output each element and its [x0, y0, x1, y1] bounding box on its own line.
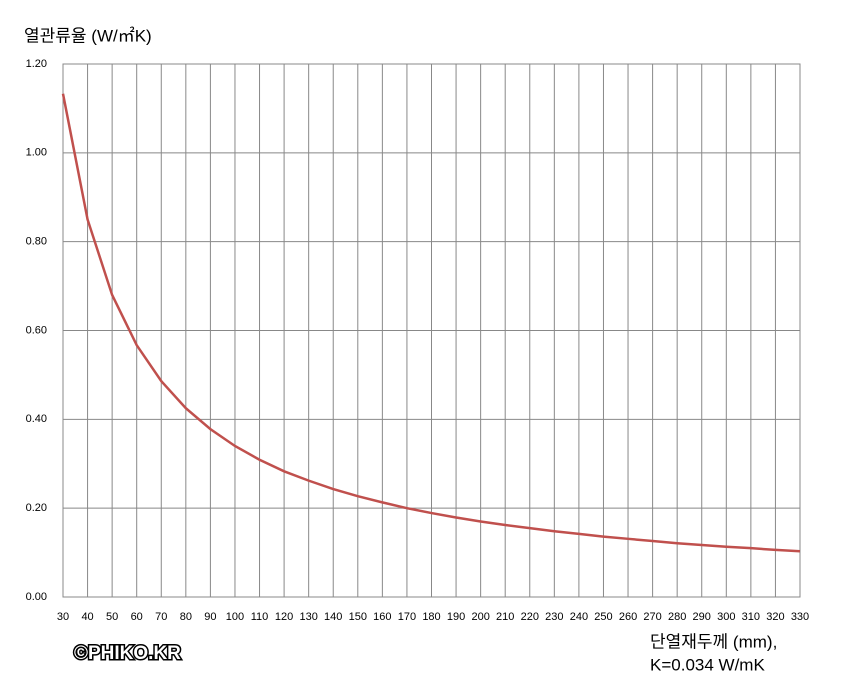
- x-tick-label: 80: [180, 611, 192, 623]
- x-tick-label: 90: [204, 611, 216, 623]
- y-tick-label: 0.40: [26, 413, 47, 425]
- x-tick-label: 100: [226, 611, 244, 623]
- x-tick-label: 200: [471, 611, 489, 623]
- x-tick-label: 140: [324, 611, 342, 623]
- x-axis-title: 단열재두께 (mm),: [650, 632, 777, 651]
- x-tick-label: 150: [349, 611, 367, 623]
- x-tick-label: 30: [57, 611, 69, 623]
- plot-border: [62, 63, 801, 598]
- x-tick-label: 300: [717, 611, 735, 623]
- x-tick-label: 210: [496, 611, 514, 623]
- y-tick-label: 0.00: [26, 591, 47, 603]
- y-tick-label: 1.20: [26, 58, 47, 70]
- line-series: [61, 93, 801, 553]
- x-tick-label: 130: [299, 611, 317, 623]
- x-axis-title: K=0.034 W/mK: [650, 655, 765, 674]
- x-tick-label: 290: [693, 611, 711, 623]
- x-tick-label: 230: [545, 611, 563, 623]
- x-tick-label: 120: [275, 611, 293, 623]
- x-tick-label: 220: [521, 611, 539, 623]
- x-tick-label: 190: [447, 611, 465, 623]
- y-tick-label: 0.80: [26, 236, 47, 248]
- x-tick-label: 330: [791, 611, 809, 623]
- x-tick-label: 310: [742, 611, 760, 623]
- x-tick-label: 60: [131, 611, 143, 623]
- x-tick-label: 180: [422, 611, 440, 623]
- x-tick-label: 270: [643, 611, 661, 623]
- x-tick-label: 280: [668, 611, 686, 623]
- x-tick-label: 260: [619, 611, 637, 623]
- y-tick-label: 1.00: [26, 147, 47, 159]
- x-tick-label: 40: [81, 611, 93, 623]
- x-tick-label: 110: [251, 611, 269, 623]
- y-tick-label: 0.60: [26, 324, 47, 336]
- x-tick-label: 50: [106, 611, 118, 623]
- watermark: ©PHIKO.KR: [74, 643, 181, 664]
- x-tick-label: 240: [570, 611, 588, 623]
- x-tick-label: 250: [594, 611, 612, 623]
- x-tick-label: 70: [155, 611, 167, 623]
- x-tick-label: 320: [766, 611, 784, 623]
- x-tick-label: 160: [373, 611, 391, 623]
- y-axis-title: 열관류율 (W/㎡K): [24, 26, 152, 45]
- x-tick-label: 170: [398, 611, 416, 623]
- y-tick-label: 0.20: [26, 502, 47, 514]
